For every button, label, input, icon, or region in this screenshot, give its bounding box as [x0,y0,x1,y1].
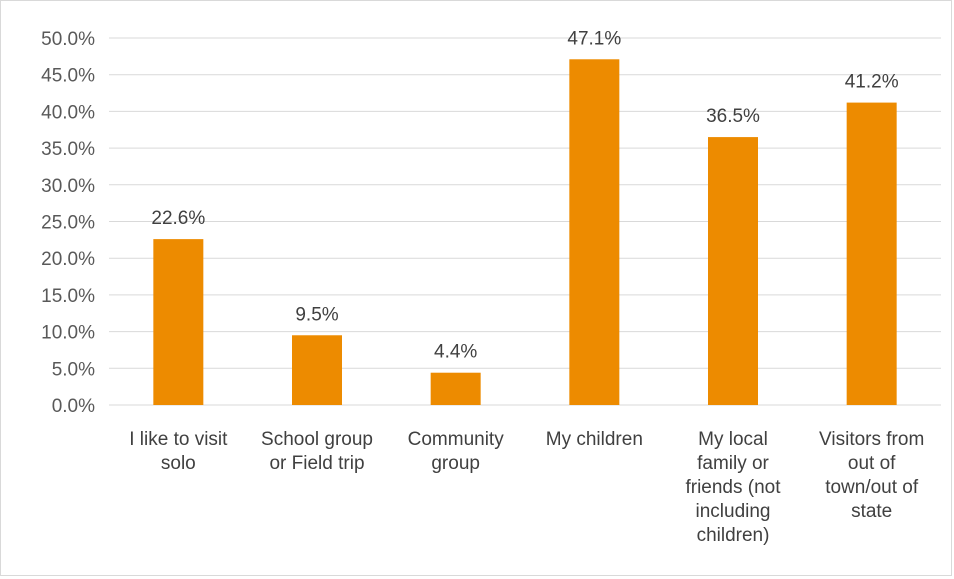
y-axis-tick-labels: 0.0% 5.0% 10.0% 15.0% 20.0% 25.0% 30.0% 35.0% 40… [41,29,95,417]
category-label: Community group [408,429,505,474]
y-tick-label: 30.0% [41,176,95,197]
y-tick-label: 5.0% [52,359,95,380]
y-tick-label: 50.0% [41,29,95,50]
category-label: I like to visit solo [129,429,228,474]
data-labels: 22.6% 9.5% 4.4% 47.1% 36.5% 41.2% [151,28,898,362]
category-labels: I like to visit solo School group or Field … [129,429,924,546]
data-label: 47.1% [567,28,621,49]
data-label: 22.6% [151,208,205,229]
y-tick-label: 45.0% [41,66,95,87]
category-label: My local family or friends (not including ch… [685,429,781,546]
gridlines [109,37,941,406]
y-tick-label: 25.0% [41,213,95,234]
bars [153,59,897,405]
y-tick-label: 15.0% [41,286,95,307]
data-label: 4.4% [434,342,477,363]
bar [430,372,481,405]
y-tick-label: 40.0% [41,102,95,123]
data-label: 41.2% [845,72,899,93]
bar [292,335,342,405]
category-label: My children [546,429,643,450]
data-label: 9.5% [295,304,338,325]
bar [846,102,897,405]
y-tick-label: 10.0% [41,323,95,344]
bar [569,59,620,405]
category-label: School group or Field trip [261,429,373,474]
category-label: Visitors from out of town/out of state [819,429,924,522]
y-tick-label: 35.0% [41,139,95,160]
y-tick-label: 20.0% [41,249,95,270]
y-tick-label: 0.0% [52,396,95,417]
bar [153,239,204,405]
bar [708,137,758,405]
data-label: 36.5% [706,106,760,127]
